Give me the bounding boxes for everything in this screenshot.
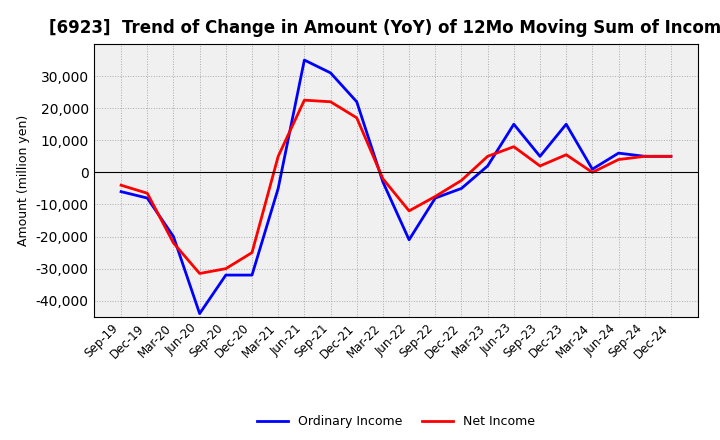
Ordinary Income bbox=[562, 121, 570, 127]
Ordinary Income bbox=[483, 163, 492, 169]
Ordinary Income bbox=[431, 195, 440, 201]
Net Income bbox=[274, 154, 282, 159]
Title: [6923]  Trend of Change in Amount (YoY) of 12Mo Moving Sum of Incomes: [6923] Trend of Change in Amount (YoY) o… bbox=[49, 19, 720, 37]
Net Income bbox=[510, 144, 518, 149]
Net Income bbox=[457, 178, 466, 183]
Ordinary Income bbox=[195, 311, 204, 316]
Ordinary Income bbox=[326, 70, 335, 76]
Net Income bbox=[222, 266, 230, 271]
Y-axis label: Amount (million yen): Amount (million yen) bbox=[17, 115, 30, 246]
Net Income bbox=[143, 191, 152, 196]
Ordinary Income bbox=[457, 186, 466, 191]
Net Income bbox=[300, 98, 309, 103]
Ordinary Income bbox=[588, 166, 597, 172]
Ordinary Income bbox=[300, 57, 309, 62]
Net Income bbox=[352, 115, 361, 121]
Line: Ordinary Income: Ordinary Income bbox=[121, 60, 671, 314]
Ordinary Income bbox=[169, 234, 178, 239]
Net Income bbox=[536, 163, 544, 169]
Net Income bbox=[614, 157, 623, 162]
Ordinary Income bbox=[222, 272, 230, 278]
Net Income bbox=[667, 154, 675, 159]
Net Income bbox=[248, 250, 256, 255]
Ordinary Income bbox=[405, 237, 413, 242]
Ordinary Income bbox=[640, 154, 649, 159]
Legend: Ordinary Income, Net Income: Ordinary Income, Net Income bbox=[252, 411, 540, 433]
Net Income bbox=[562, 152, 570, 158]
Net Income bbox=[431, 194, 440, 199]
Line: Net Income: Net Income bbox=[121, 100, 671, 274]
Net Income bbox=[588, 170, 597, 175]
Ordinary Income bbox=[352, 99, 361, 104]
Ordinary Income bbox=[510, 121, 518, 127]
Net Income bbox=[169, 240, 178, 246]
Net Income bbox=[195, 271, 204, 276]
Ordinary Income bbox=[248, 272, 256, 278]
Ordinary Income bbox=[379, 180, 387, 185]
Ordinary Income bbox=[536, 154, 544, 159]
Ordinary Income bbox=[274, 186, 282, 191]
Net Income bbox=[405, 208, 413, 213]
Ordinary Income bbox=[143, 195, 152, 201]
Ordinary Income bbox=[614, 150, 623, 156]
Net Income bbox=[483, 154, 492, 159]
Net Income bbox=[379, 176, 387, 181]
Net Income bbox=[326, 99, 335, 104]
Ordinary Income bbox=[117, 189, 125, 194]
Ordinary Income bbox=[667, 154, 675, 159]
Net Income bbox=[640, 154, 649, 159]
Net Income bbox=[117, 183, 125, 188]
